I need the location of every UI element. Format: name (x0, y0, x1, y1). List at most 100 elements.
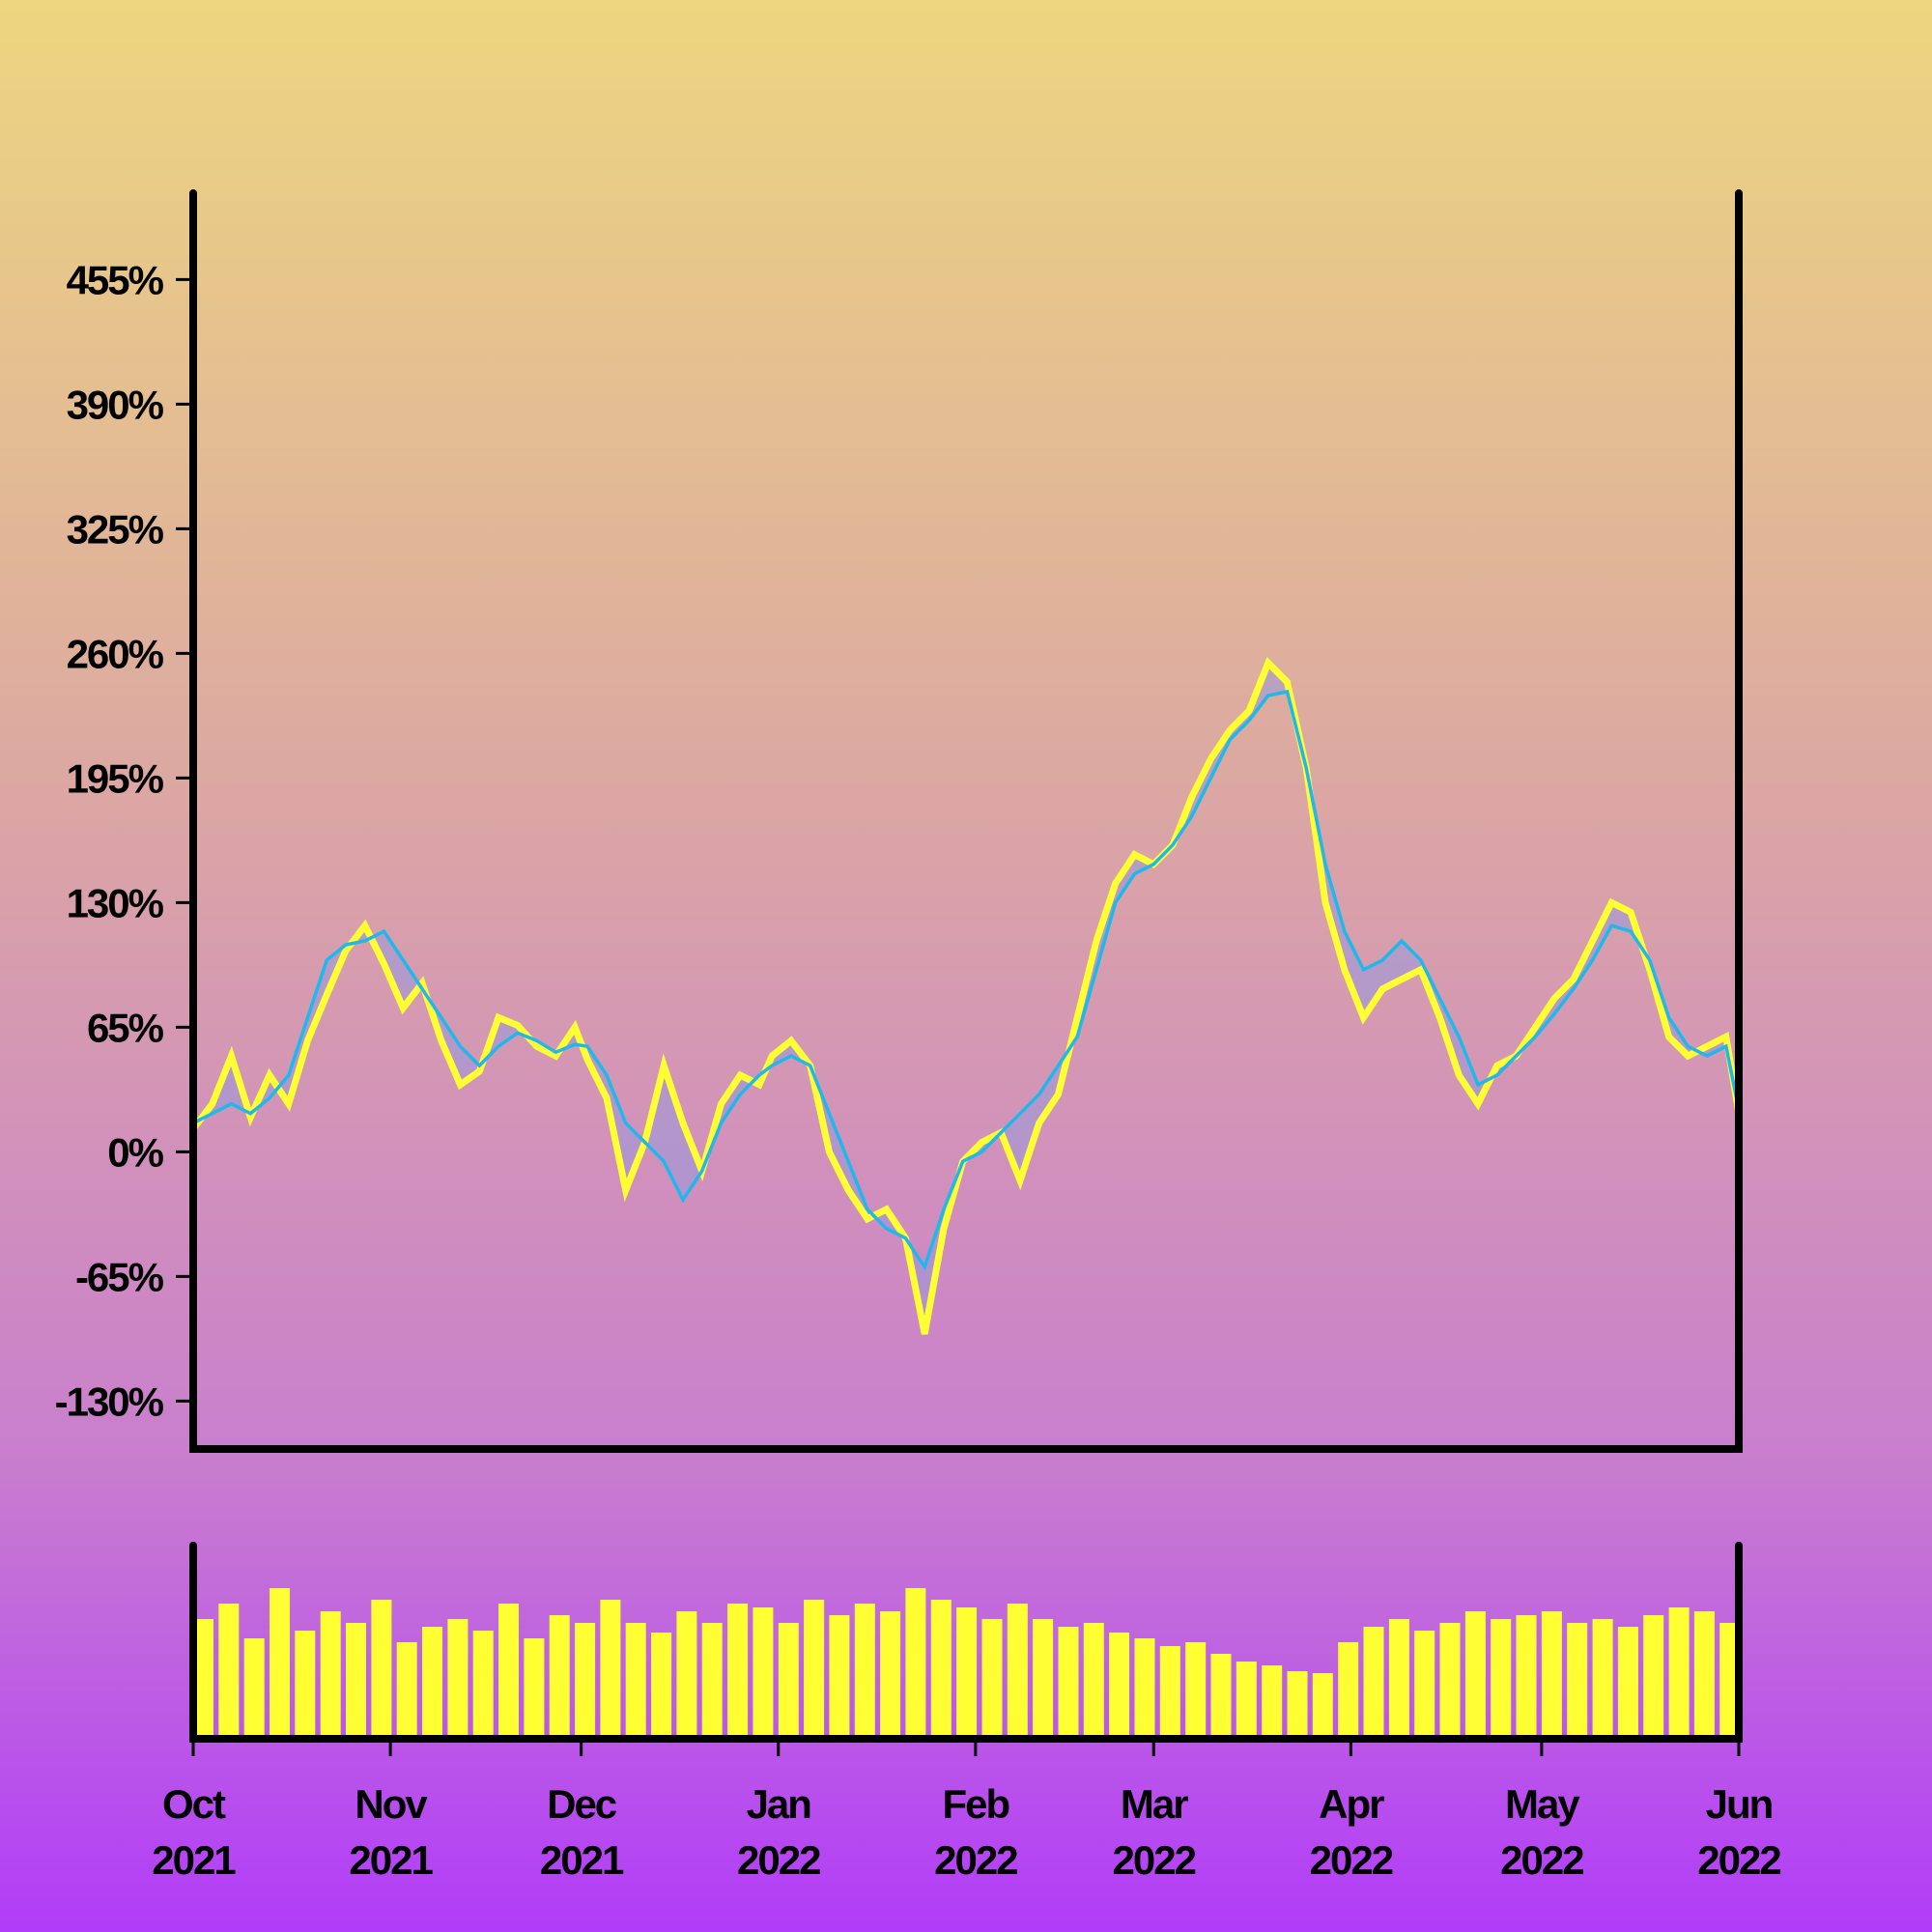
volume-bar (1058, 1627, 1079, 1739)
volume-bar (981, 1619, 1003, 1739)
x-tick-label-month: Jun (1706, 1781, 1773, 1827)
volume-bar (1007, 1604, 1028, 1739)
x-tick-label-month: Nov (355, 1781, 428, 1827)
volume-bar (1236, 1662, 1257, 1739)
volume-bar (880, 1611, 901, 1739)
volume-bar (1643, 1615, 1664, 1739)
volume-bar (1491, 1619, 1512, 1739)
x-tick-label-year: 2021 (152, 1837, 236, 1883)
volume-bar (1134, 1638, 1155, 1739)
volume-bar (930, 1600, 952, 1739)
volume-bar (625, 1623, 646, 1739)
volume-bar (1159, 1646, 1180, 1739)
y-tick-label: -65% (75, 1254, 164, 1299)
x-tick-label-year: 2022 (1310, 1837, 1393, 1883)
volume-bar (1210, 1654, 1232, 1739)
volume-bar (1185, 1642, 1207, 1739)
main-plot-frame (189, 189, 1743, 1453)
volume-bar (600, 1600, 621, 1739)
volume-bar (1262, 1665, 1283, 1739)
volume-bar (270, 1588, 290, 1739)
volume-bar (1109, 1633, 1130, 1739)
x-axis-ticks: Oct 2021 Nov 2021 Dec 2021 Jan 2022 Feb 2022 Mar 20… (152, 1739, 1782, 1883)
volume-bar (346, 1623, 366, 1739)
y-tick-label: 325% (67, 506, 164, 552)
volume-bar (804, 1600, 825, 1739)
volume-bar (320, 1611, 341, 1739)
y-tick-label: 130% (67, 880, 164, 925)
volume-plot-frame (189, 1542, 1743, 1743)
volume-bar (1439, 1623, 1461, 1739)
volume-bars (193, 1588, 1741, 1739)
x-tick-label-year: 2022 (1500, 1837, 1583, 1883)
volume-bar (676, 1611, 697, 1739)
volume-bar (1363, 1627, 1384, 1739)
volume-bar (854, 1604, 875, 1739)
volume-bar (1312, 1673, 1333, 1739)
volume-bar (1668, 1607, 1690, 1739)
x-tick-label-month: Dec (547, 1781, 617, 1827)
volume-bar (1338, 1642, 1359, 1739)
y-tick-label: 195% (67, 755, 164, 801)
y-tick-label: 0% (107, 1129, 163, 1175)
volume-bar (1592, 1619, 1613, 1739)
x-tick-label-year: 2022 (934, 1837, 1017, 1883)
volume-bar (575, 1623, 596, 1739)
x-tick-label-month: Jan (747, 1781, 811, 1827)
volume-bar (1719, 1623, 1741, 1739)
volume-bar (1541, 1611, 1562, 1739)
y-tick-label: 260% (67, 631, 164, 676)
volume-bar (1388, 1619, 1409, 1739)
volume-bar (1617, 1627, 1638, 1739)
volume-bar (1464, 1611, 1486, 1739)
volume-bar (295, 1631, 316, 1739)
volume-bar (498, 1604, 519, 1739)
x-tick-label-month: Mar (1121, 1781, 1188, 1827)
x-tick-label-month: Oct (162, 1781, 226, 1827)
volume-bar (1033, 1619, 1054, 1739)
x-tick-label-year: 2022 (1113, 1837, 1196, 1883)
volume-bar (396, 1642, 417, 1739)
volume-bar (1516, 1615, 1537, 1739)
axes (189, 189, 1743, 1743)
volume-bar (1414, 1631, 1435, 1739)
x-tick-label-month: Feb (943, 1781, 1009, 1827)
y-tick-label: 455% (67, 257, 164, 302)
x-tick-label-year: 2021 (540, 1837, 624, 1883)
volume-bar (1287, 1671, 1308, 1739)
volume-bar (701, 1623, 723, 1739)
volume-bar (1567, 1623, 1588, 1739)
volume-bar (422, 1627, 442, 1739)
volume-bar (472, 1631, 494, 1739)
series-2-line (192, 689, 1741, 1271)
volume-bar (1083, 1623, 1104, 1739)
volume-bar (371, 1600, 392, 1739)
volume-bar (193, 1619, 213, 1739)
volume-bar (829, 1615, 850, 1739)
volume-bar (905, 1588, 926, 1739)
volume-bar (1693, 1611, 1715, 1739)
series-lines (190, 657, 1743, 1335)
volume-bar (524, 1638, 545, 1739)
x-tick-label-year: 2021 (349, 1837, 433, 1883)
x-tick-label-year: 2022 (737, 1837, 820, 1883)
y-axis-ticks: -130% -65% 0% 65% 130% 195% 260% 325% 390% 455% (55, 257, 193, 1424)
volume-bar (753, 1607, 774, 1739)
volume-bar (778, 1623, 799, 1739)
y-tick-label: -130% (55, 1378, 164, 1424)
series-1-line (190, 657, 1743, 1335)
volume-bar (218, 1604, 240, 1739)
volume-bar (727, 1604, 749, 1739)
volume-bar (956, 1607, 978, 1739)
volume-bar (447, 1619, 469, 1739)
volume-bar (549, 1615, 570, 1739)
volume-bar (243, 1638, 265, 1739)
y-tick-label: 65% (87, 1005, 164, 1050)
x-tick-label-month: May (1505, 1781, 1580, 1827)
x-tick-label-month: Apr (1319, 1781, 1384, 1827)
volume-bar (651, 1633, 672, 1739)
x-tick-label-year: 2022 (1697, 1837, 1780, 1883)
y-tick-label: 390% (67, 382, 164, 427)
